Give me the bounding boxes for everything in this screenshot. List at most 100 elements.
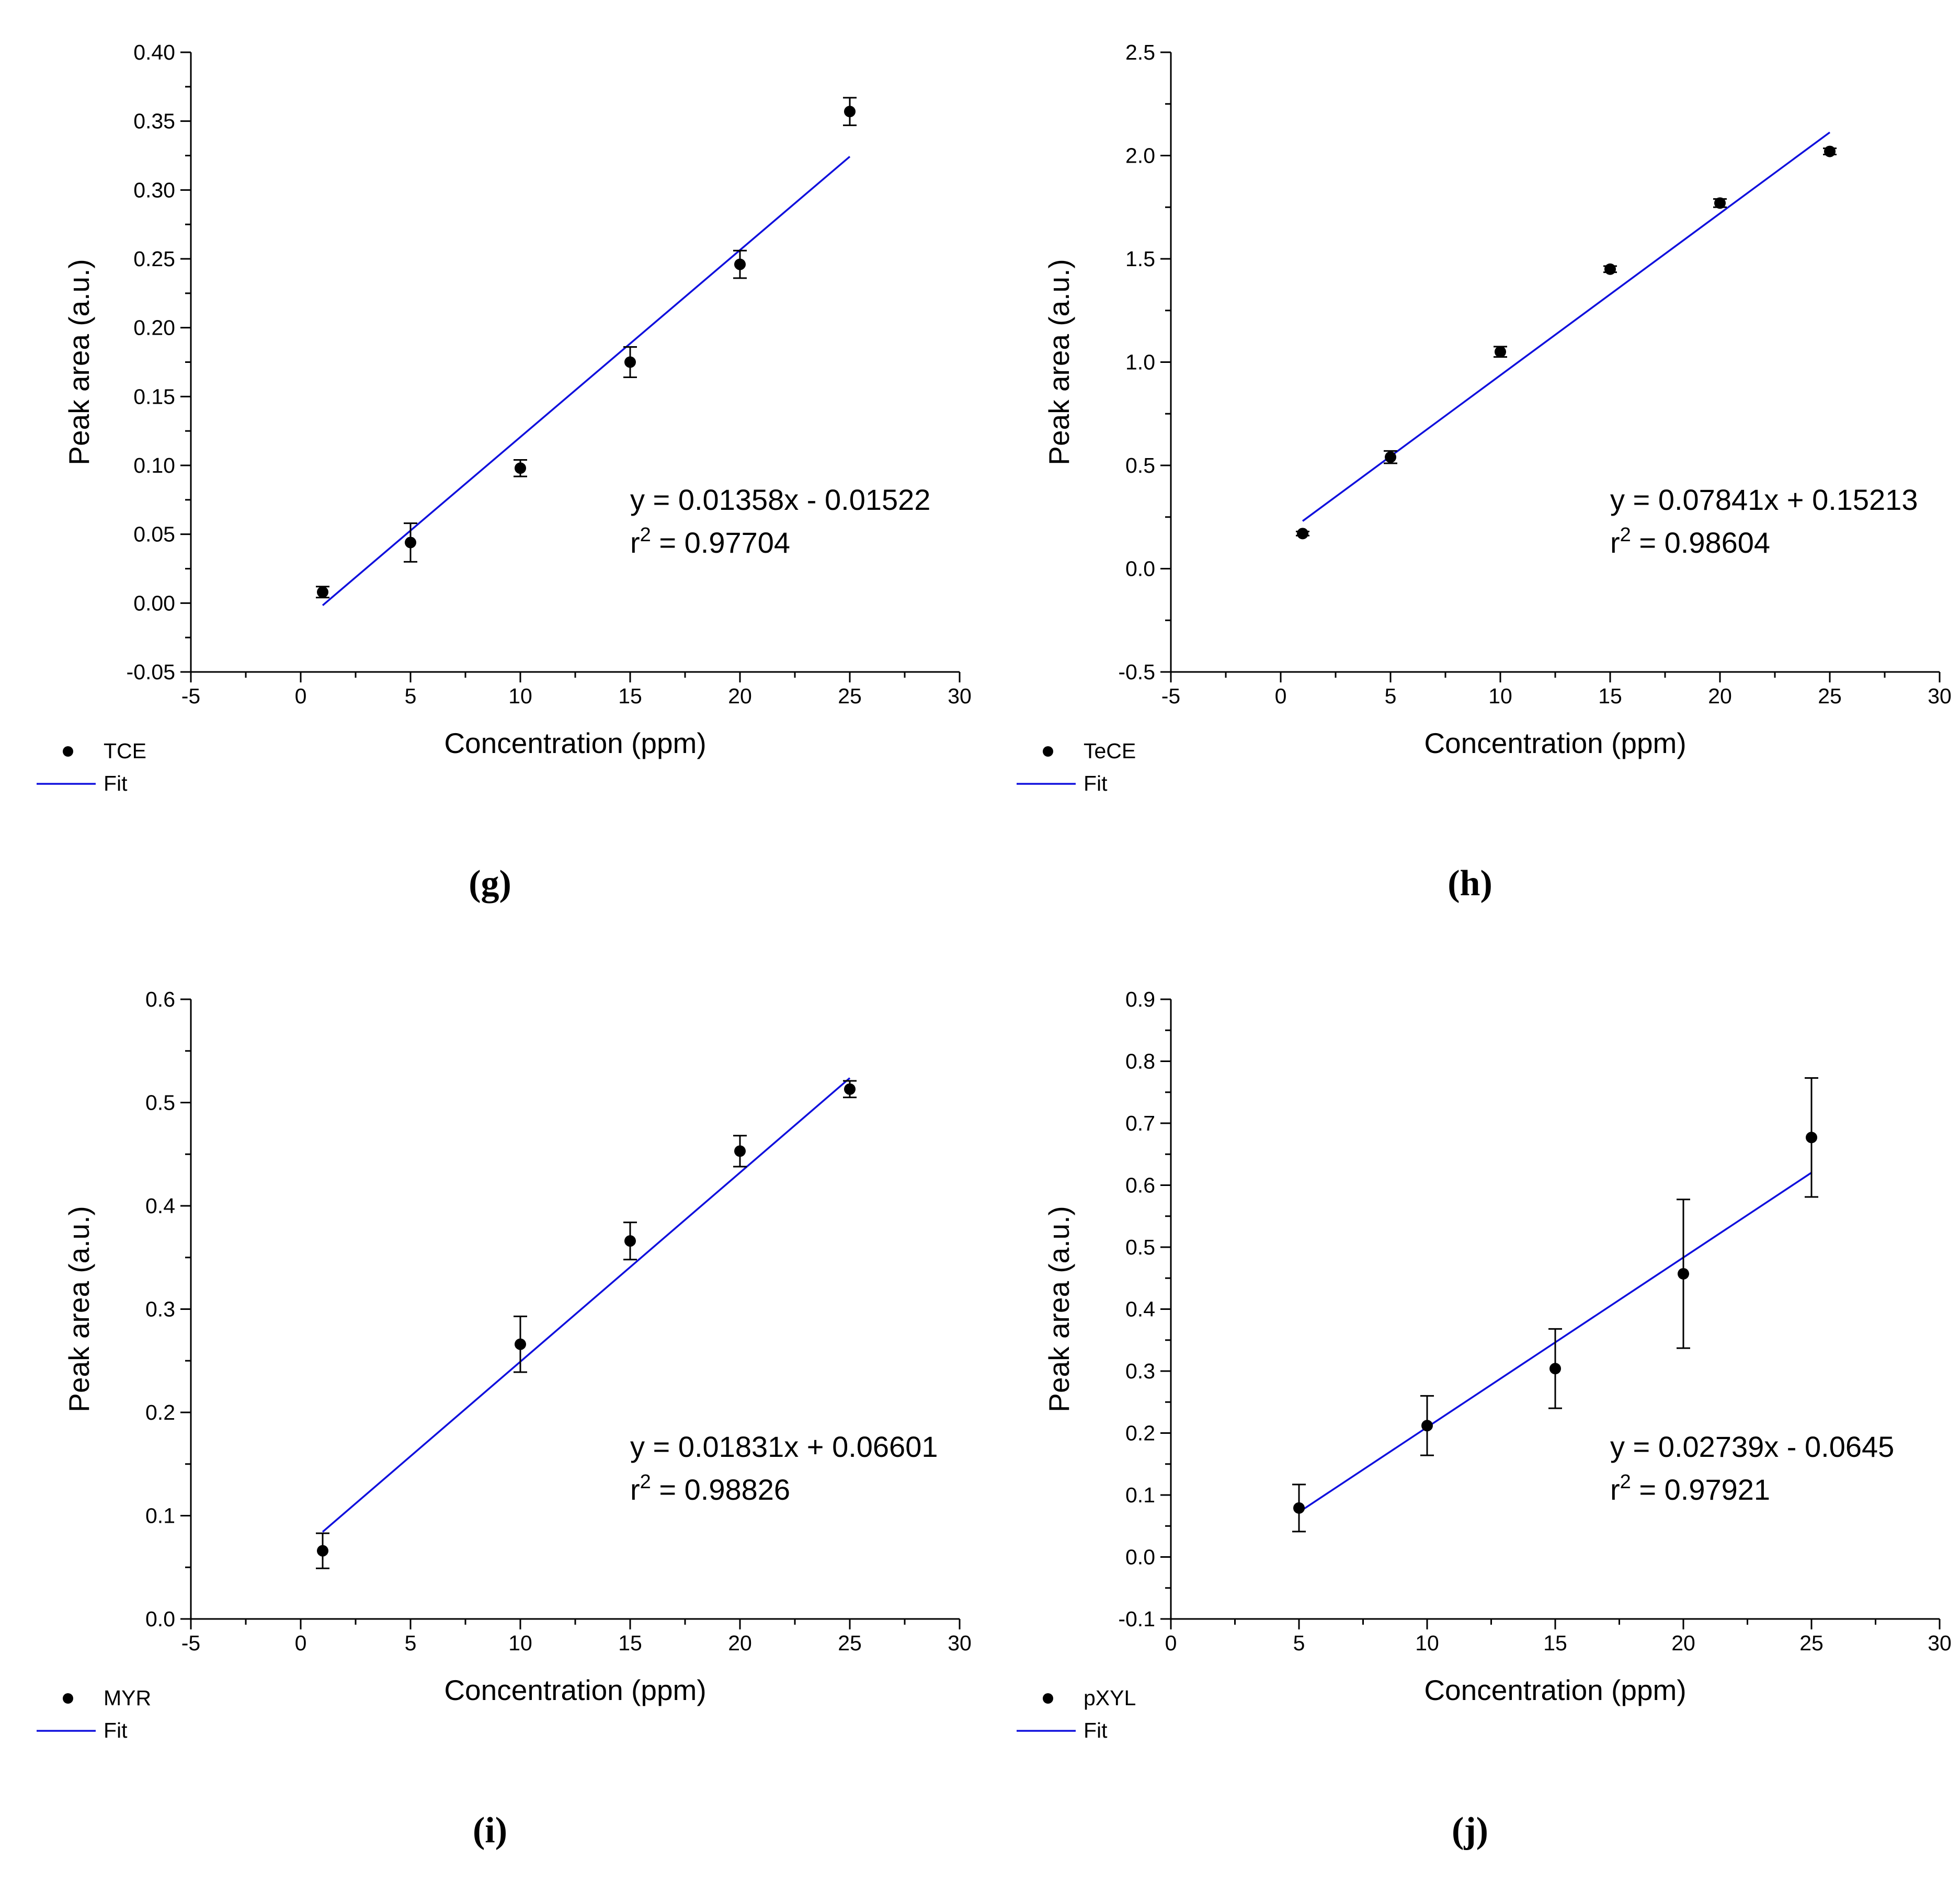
legend-series-label: TCE xyxy=(104,739,146,763)
y-tick-label: 0.25 xyxy=(133,247,175,271)
y-tick-label: 1.0 xyxy=(1125,350,1155,374)
y-tick-label: 0.0 xyxy=(145,1607,175,1631)
legend-series-label: pXYL xyxy=(1084,1686,1136,1710)
y-tick-label: 0.7 xyxy=(1125,1111,1155,1135)
y-axis-title: Peak area (a.u.) xyxy=(1043,259,1075,465)
x-tick-label: -5 xyxy=(181,684,200,708)
y-tick-label: 0.6 xyxy=(145,987,175,1011)
x-tick-label: 20 xyxy=(728,1631,752,1655)
data-point xyxy=(515,1338,526,1350)
data-point xyxy=(1385,451,1396,463)
data-point xyxy=(515,462,526,474)
y-tick-label: 0.00 xyxy=(133,591,175,615)
x-tick-label: 15 xyxy=(1598,684,1622,708)
legend-marker xyxy=(1043,1693,1053,1704)
data-point xyxy=(317,586,328,598)
panel-label-i: (i) xyxy=(473,1810,507,1851)
x-tick-label: 0 xyxy=(1165,1631,1177,1655)
r-squared-symbol: r xyxy=(1610,526,1620,559)
x-tick-label: 15 xyxy=(618,1631,642,1655)
fit-equation: y = 0.01831x + 0.06601 xyxy=(630,1430,938,1463)
x-tick-label: 20 xyxy=(1671,1631,1695,1655)
chart-svg-i: -5 0 5 10 15 20 25 30 0.0 0.1 0.2 0.3 0.4 0.5 0.6 Conce… xyxy=(37,987,972,1851)
legend-fit-label: Fit xyxy=(1084,1718,1108,1742)
data-point xyxy=(1824,145,1836,157)
data-point xyxy=(844,106,856,118)
y-tick-label: 2.5 xyxy=(1125,40,1155,64)
y-tick-label: 0.10 xyxy=(133,453,175,477)
x-tick-label: 15 xyxy=(618,684,642,708)
data-point xyxy=(624,356,636,368)
data-point xyxy=(844,1083,856,1095)
data-point xyxy=(317,1545,328,1557)
data-point xyxy=(1549,1363,1561,1375)
chart-svg-h: -5 0 5 10 15 20 25 30 -0.5 0.0 0.5 1.0 1.5 2.0 2.5 Conc… xyxy=(1017,40,1952,904)
chart-svg-g: -5 0 5 10 15 20 25 30 -0.05 0.00 0.05 0.10 0.15 0.20 0… xyxy=(37,40,972,904)
chart-panel-h: -5 0 5 10 15 20 25 30 -0.5 0.0 0.5 1.0 1.5 2.0 2.5 Conc… xyxy=(980,0,1960,947)
x-tick-label: 0 xyxy=(1275,684,1287,708)
y-tick-label: 0.5 xyxy=(1125,1235,1155,1259)
chart-panel-i: -5 0 5 10 15 20 25 30 0.0 0.1 0.2 0.3 0.4 0.5 0.6 Conce… xyxy=(0,947,980,1894)
r-squared-value: = 0.97921 xyxy=(1631,1473,1770,1506)
y-tick-label: 0.05 xyxy=(133,522,175,546)
data-point xyxy=(734,1145,746,1157)
x-tick-label: 15 xyxy=(1543,1631,1567,1655)
data-point xyxy=(1604,263,1616,275)
legend-marker xyxy=(1043,746,1053,757)
r-squared-superscript: 2 xyxy=(1620,1471,1631,1493)
fit-line xyxy=(322,1077,851,1533)
x-tick-label: 0 xyxy=(295,1631,307,1655)
x-tick-label: -5 xyxy=(1161,684,1180,708)
x-axis-title: Concentration (ppm) xyxy=(444,1674,706,1706)
data-point xyxy=(405,537,416,549)
y-tick-label: 0.5 xyxy=(1125,453,1155,477)
fit-equation: y = 0.01358x - 0.01522 xyxy=(630,483,930,516)
legend-marker xyxy=(63,1693,73,1704)
y-tick-label: 0.1 xyxy=(145,1504,175,1528)
x-axis-title: Concentration (ppm) xyxy=(1424,1674,1686,1706)
x-tick-label: 30 xyxy=(1928,1631,1952,1655)
y-tick-label: 0.40 xyxy=(133,40,175,64)
legend-fit-label: Fit xyxy=(104,1718,128,1742)
x-tick-label: 30 xyxy=(948,684,972,708)
legend-series-label: MYR xyxy=(104,1686,151,1710)
x-axis-title: Concentration (ppm) xyxy=(444,727,706,759)
y-tick-label: 0.4 xyxy=(145,1194,175,1218)
y-tick-label: 0.3 xyxy=(145,1297,175,1321)
y-tick-label: 0.2 xyxy=(1125,1421,1155,1445)
fit-line xyxy=(1302,131,1831,522)
panel-label-j: (j) xyxy=(1452,1810,1488,1851)
data-point xyxy=(1495,346,1506,358)
fit-equation: y = 0.07841x + 0.15213 xyxy=(1610,483,1918,516)
y-tick-label: -0.5 xyxy=(1118,660,1155,684)
data-point xyxy=(624,1235,636,1247)
y-tick-label: 0.35 xyxy=(133,109,175,133)
x-tick-label: 25 xyxy=(1799,1631,1824,1655)
x-tick-label: 25 xyxy=(838,684,862,708)
y-tick-label: 0.5 xyxy=(145,1091,175,1115)
y-tick-label: 0.3 xyxy=(1125,1359,1155,1383)
fit-equation: y = 0.02739x - 0.0645 xyxy=(1610,1430,1894,1463)
r-squared-superscript: 2 xyxy=(640,524,651,546)
x-tick-label: 5 xyxy=(1385,684,1397,708)
y-tick-label: 0.9 xyxy=(1125,987,1155,1011)
data-point xyxy=(1293,1502,1305,1514)
x-tick-label: 30 xyxy=(948,1631,972,1655)
y-axis-title: Peak area (a.u.) xyxy=(63,1206,95,1412)
data-point xyxy=(734,258,746,270)
y-tick-label: 0.15 xyxy=(133,384,175,408)
r-squared-label: r2 = 0.97704 xyxy=(630,524,790,559)
y-tick-label: 0.30 xyxy=(133,178,175,202)
legend-fit-label: Fit xyxy=(104,771,128,795)
data-point xyxy=(1421,1420,1433,1432)
y-tick-label: 2.0 xyxy=(1125,144,1155,168)
y-tick-label: -0.1 xyxy=(1118,1607,1155,1631)
x-axis-title: Concentration (ppm) xyxy=(1424,727,1686,759)
x-tick-label: 0 xyxy=(295,684,307,708)
x-tick-label: 5 xyxy=(1293,1631,1305,1655)
data-point xyxy=(1678,1268,1689,1280)
legend-fit-label: Fit xyxy=(1084,771,1108,795)
legend-marker xyxy=(63,746,73,757)
y-tick-label: 0.8 xyxy=(1125,1049,1155,1074)
y-axis-title: Peak area (a.u.) xyxy=(1043,1206,1075,1412)
